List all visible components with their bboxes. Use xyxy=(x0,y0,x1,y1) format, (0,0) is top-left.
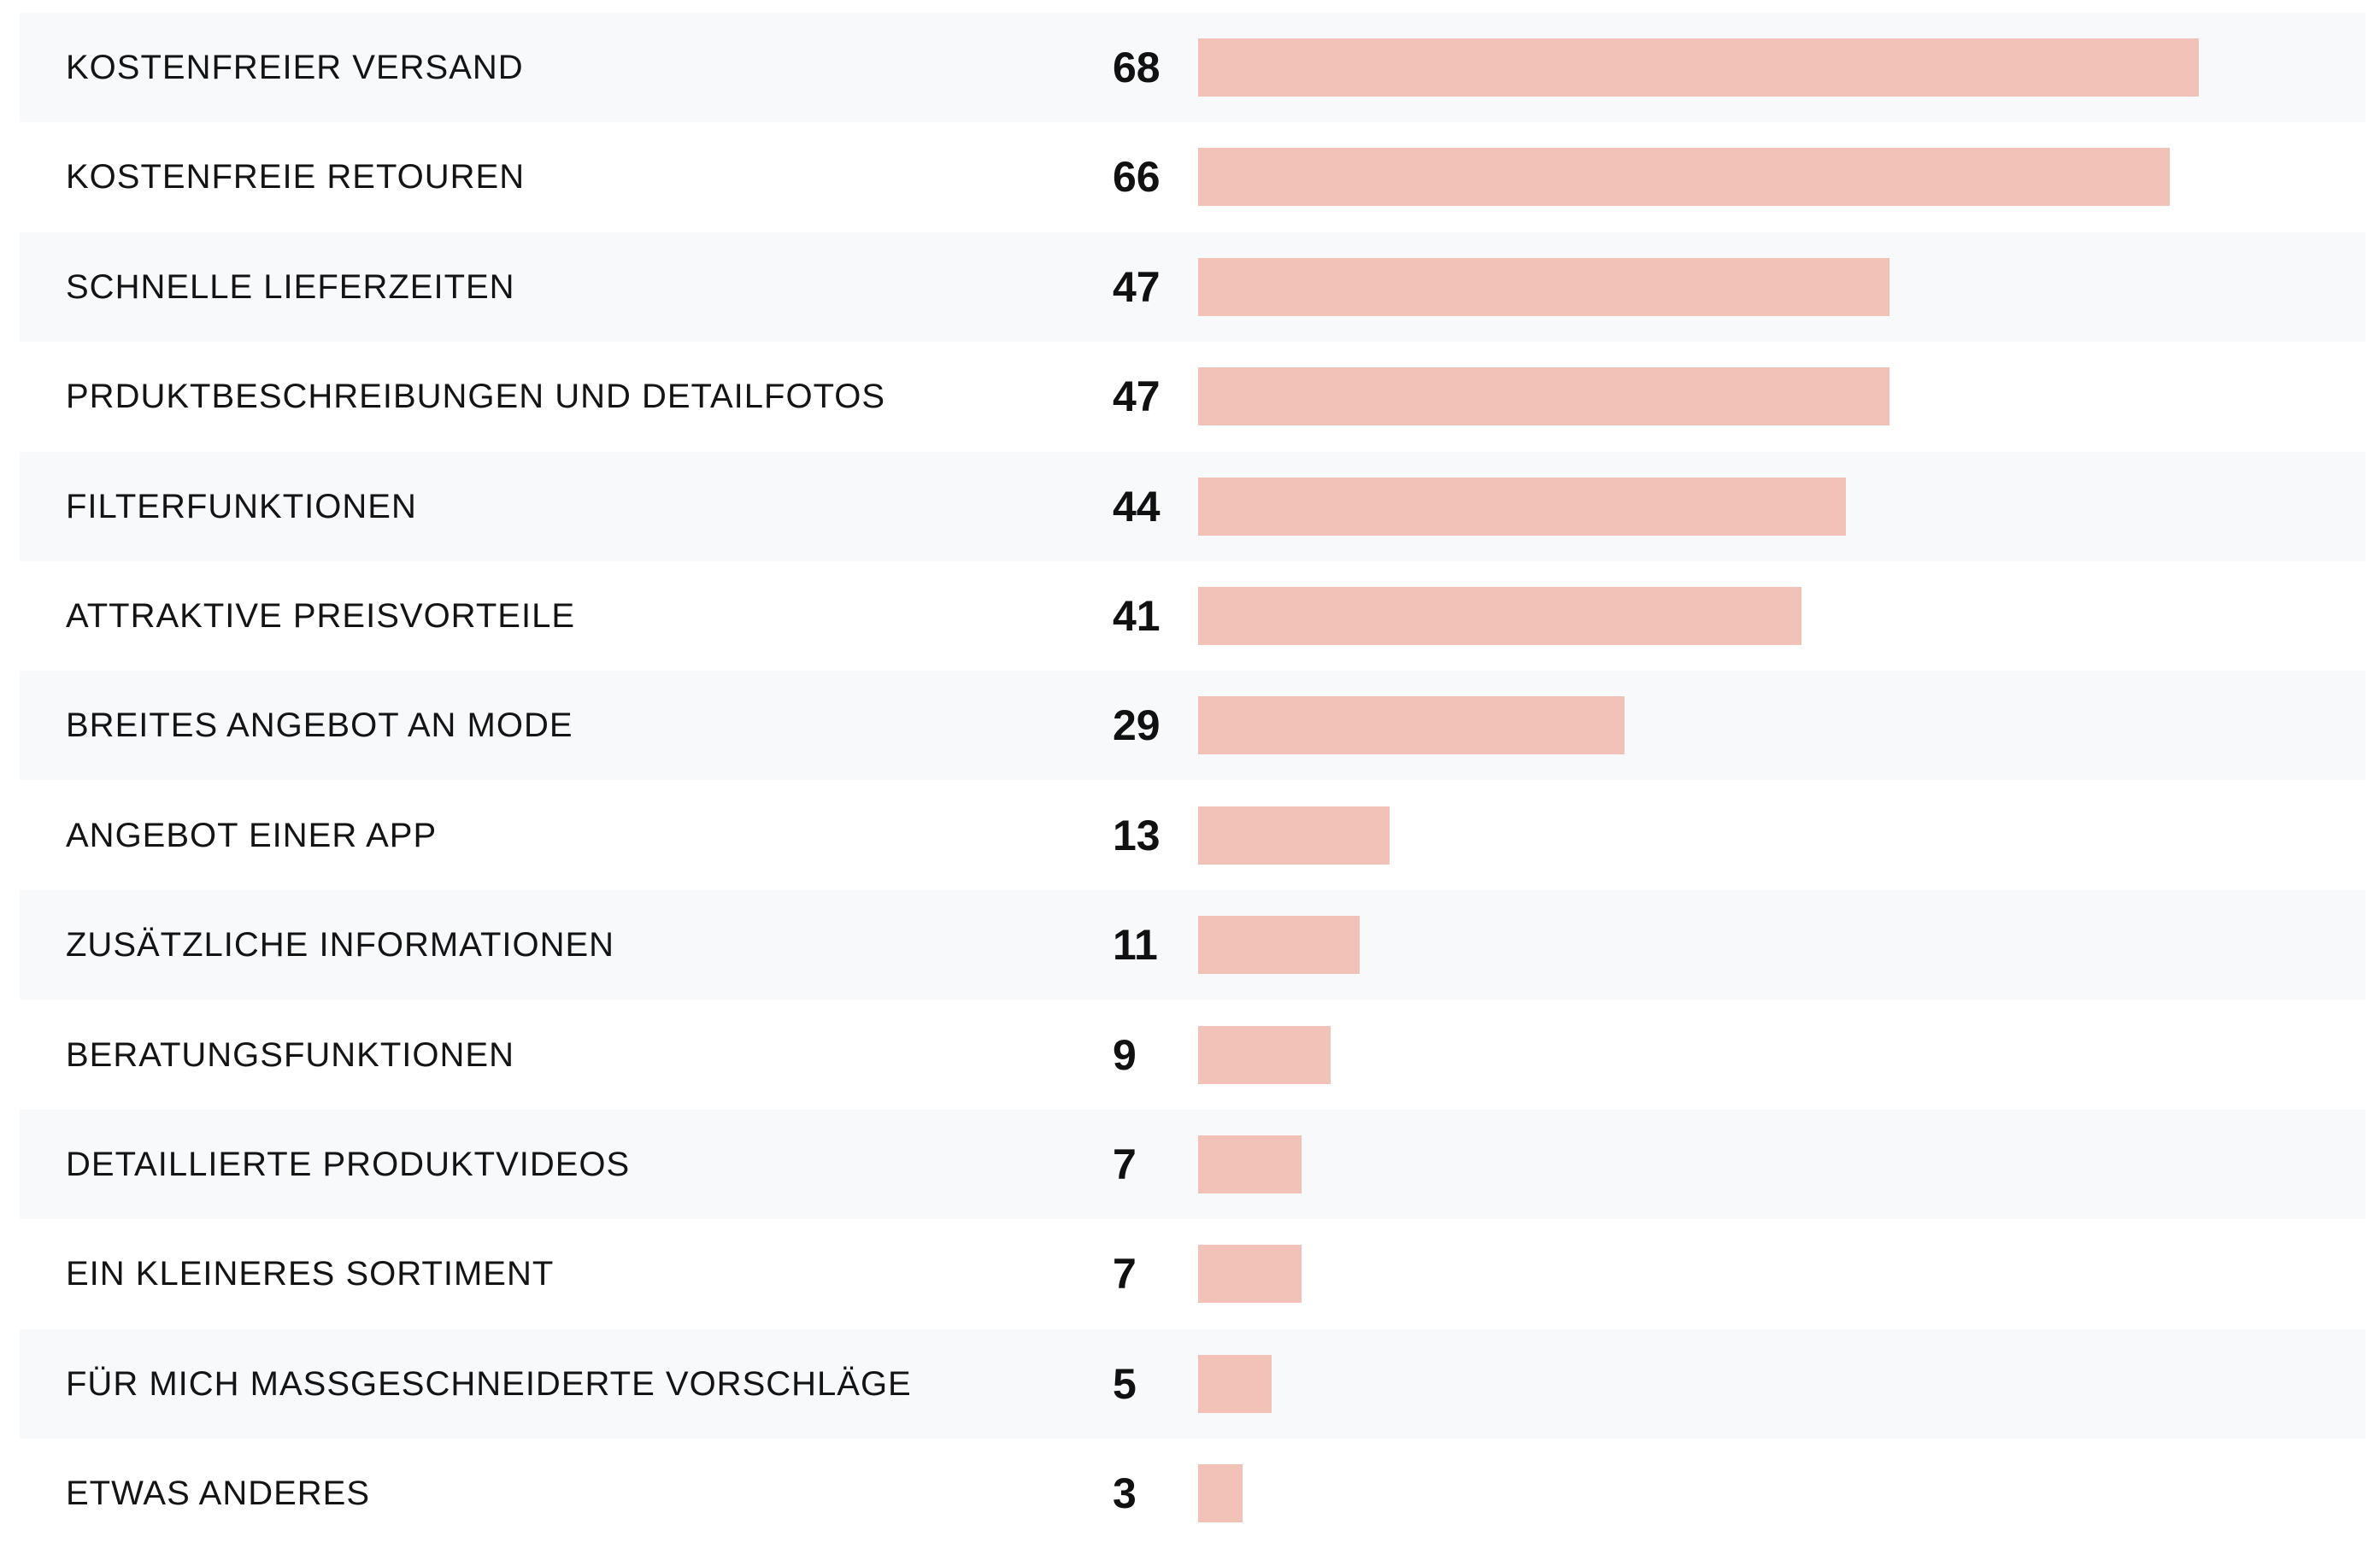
bar-row: ETWAS ANDERES 3 xyxy=(20,1439,2365,1548)
bar-row: ATTRAKTIVE PREISVORTEILE 41 xyxy=(20,561,2365,671)
bar xyxy=(1198,696,1625,754)
value-label: 29 xyxy=(1113,671,1161,780)
value-label: 44 xyxy=(1113,452,1161,561)
value-label: 11 xyxy=(1113,890,1158,1000)
category-label: KOSTENFREIE RETOUREN xyxy=(66,122,525,232)
bar xyxy=(1198,367,1889,425)
value-label: 7 xyxy=(1113,1219,1137,1328)
bar xyxy=(1198,1026,1331,1084)
bar xyxy=(1198,916,1360,974)
bar-row: EIN KLEINERES SORTIMENT 7 xyxy=(20,1219,2365,1328)
category-label: SCHNELLE LIEFERZEITEN xyxy=(66,232,515,342)
category-label: FILTERFUNKTIONEN xyxy=(66,452,417,561)
bar-row: KOSTENFREIE RETOUREN 66 xyxy=(20,122,2365,232)
category-label: ANGEBOT EINER APP xyxy=(66,781,437,890)
bar-row: ANGEBOT EINER APP 13 xyxy=(20,781,2365,890)
value-label: 5 xyxy=(1113,1329,1137,1439)
bar xyxy=(1198,587,1801,645)
bar xyxy=(1198,806,1390,865)
value-label: 41 xyxy=(1113,561,1161,671)
bar xyxy=(1198,38,2199,97)
value-label: 47 xyxy=(1113,232,1161,342)
value-label: 3 xyxy=(1113,1439,1137,1548)
value-label: 47 xyxy=(1113,342,1161,451)
value-label: 7 xyxy=(1113,1110,1137,1219)
bar-row: BREITES ANGEBOT AN MODE 29 xyxy=(20,671,2365,780)
bar xyxy=(1198,1464,1243,1522)
category-label: KOSTENFREIER VERSAND xyxy=(66,13,524,122)
bar-row: SCHNELLE LIEFERZEITEN 47 xyxy=(20,232,2365,342)
category-label: BREITES ANGEBOT AN MODE xyxy=(66,671,573,780)
value-label: 68 xyxy=(1113,13,1161,122)
value-label: 9 xyxy=(1113,1000,1137,1110)
bar-row: DETAILLIERTE PRODUKTVIDEOS 7 xyxy=(20,1110,2365,1219)
bar-row: KOSTENFREIER VERSAND 68 xyxy=(20,13,2365,122)
value-label: 66 xyxy=(1113,122,1161,232)
category-label: EIN KLEINERES SORTIMENT xyxy=(66,1219,554,1328)
category-label: FÜR MICH MASSGESCHNEIDERTE VORSCHLÄGE xyxy=(66,1329,912,1439)
bar-row: ZUSÄTZLICHE INFORMATIONEN 11 xyxy=(20,890,2365,1000)
value-label: 13 xyxy=(1113,781,1161,890)
category-label: ZUSÄTZLICHE INFORMATIONEN xyxy=(66,890,614,1000)
category-label: DETAILLIERTE PRODUKTVIDEOS xyxy=(66,1110,630,1219)
bar-row: FÜR MICH MASSGESCHNEIDERTE VORSCHLÄGE 5 xyxy=(20,1329,2365,1439)
bar xyxy=(1198,1135,1302,1193)
bar-row: FILTERFUNKTIONEN 44 xyxy=(20,452,2365,561)
bar xyxy=(1198,148,2170,206)
bar xyxy=(1198,1245,1302,1303)
bar xyxy=(1198,1355,1272,1413)
bar xyxy=(1198,258,1889,316)
category-label: ATTRAKTIVE PREISVORTEILE xyxy=(66,561,575,671)
category-label: ETWAS ANDERES xyxy=(66,1439,370,1548)
category-label: BERATUNGSFUNKTIONEN xyxy=(66,1000,514,1110)
bar-row: PRDUKTBESCHREIBUNGEN UND DETAILFOTOS 47 xyxy=(20,342,2365,451)
bar-row: BERATUNGSFUNKTIONEN 9 xyxy=(20,1000,2365,1110)
category-label: PRDUKTBESCHREIBUNGEN UND DETAILFOTOS xyxy=(66,342,885,451)
bar xyxy=(1198,478,1846,536)
